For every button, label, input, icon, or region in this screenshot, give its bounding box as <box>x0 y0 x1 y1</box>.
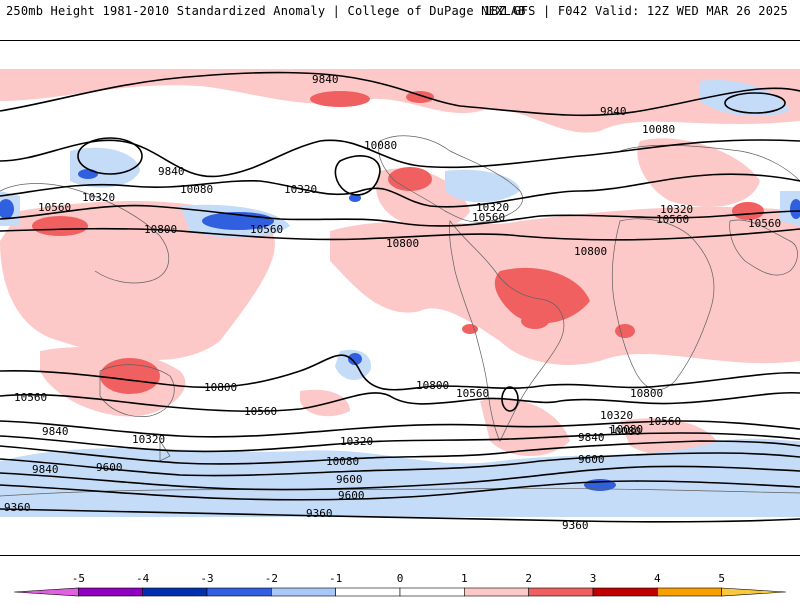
colorbar-tick-label: -2 <box>265 572 278 585</box>
contour-label: 10800 <box>144 223 177 236</box>
contour-label: 10080 <box>642 123 675 136</box>
contour-label: 10320 <box>340 435 373 448</box>
chart-title: 250mb Height 1981-2010 Standardized Anom… <box>6 4 526 18</box>
contour-label: 10560 <box>250 223 283 236</box>
colorbar-swatch <box>528 587 594 597</box>
contour-label: 10560 <box>648 415 681 428</box>
contour-label: 9840 <box>578 431 605 444</box>
colorbar-tick-label: 5 <box>718 572 725 585</box>
contour-label: 10560 <box>244 405 277 418</box>
colorbar-tick-label: 1 <box>461 572 468 585</box>
contour-label: 10560 <box>38 201 71 214</box>
colorbar-swatch <box>399 587 465 597</box>
contour-label: 10800 <box>204 381 237 394</box>
contour-label: 10560 <box>14 391 47 404</box>
contour-label: 10080 <box>608 425 641 438</box>
colorbar-tick-label: 4 <box>654 572 661 585</box>
colorbar-swatch <box>592 587 658 597</box>
colorbar-swatch <box>271 587 336 597</box>
colorbar-tick-label: 0 <box>397 572 404 585</box>
contour-label: 10800 <box>386 237 419 250</box>
colorbar-swatch <box>13 587 79 597</box>
contour-label: 10080 <box>180 183 213 196</box>
contour-label: 9360 <box>562 519 589 532</box>
colorbar-swatch <box>142 587 208 597</box>
colorbar-swatch <box>464 587 529 597</box>
contour-label: 10320 <box>476 201 509 214</box>
contour-label: 9600 <box>338 489 365 502</box>
height-contours <box>0 71 800 523</box>
contour-label: 10320 <box>600 409 633 422</box>
colorbar-swatch <box>657 587 722 597</box>
contour-label: 10560 <box>656 213 689 226</box>
contour-label: 9840 <box>42 425 69 438</box>
contour-label: 9840 <box>32 463 59 476</box>
coastlines <box>0 135 800 497</box>
anomaly-map: 9840 9840 9840 9840 10080 10080 10080 10… <box>0 40 800 556</box>
contour-label: 10560 <box>748 217 781 230</box>
contour-label: 9840 <box>600 105 627 118</box>
contour-label: 10320 <box>82 191 115 204</box>
colorbar-tick-label: -3 <box>200 572 213 585</box>
colorbar-tick-label: -1 <box>329 572 342 585</box>
contour-label: 10080 <box>610 423 643 436</box>
colorbar-swatch <box>721 587 787 597</box>
contour-label: 10560 <box>456 387 489 400</box>
strong-positive-anomaly-areas <box>32 91 764 394</box>
contour-label: 10800 <box>574 245 607 258</box>
contour-label: 9840 <box>158 165 185 178</box>
contour-label: 10800 <box>416 379 449 392</box>
colorbar-tick-label: 3 <box>590 572 597 585</box>
colorbar: -5 -4 -3 -2 -1 0 1 2 3 4 5 <box>0 568 800 600</box>
contour-label: 10320 <box>132 433 165 446</box>
contour-label: 9360 <box>4 501 31 514</box>
contour-label: 10080 <box>326 455 359 468</box>
colorbar-tick-label: 2 <box>525 572 532 585</box>
contour-label: 10320 <box>660 203 693 216</box>
contour-label: 10320 <box>284 183 317 196</box>
contour-label: 10080 <box>364 139 397 152</box>
colorbar-swatch <box>78 587 143 597</box>
contour-label: 9600 <box>578 453 605 466</box>
colorbar-swatch <box>335 587 401 597</box>
colorbar-tick-label: -5 <box>72 572 85 585</box>
contour-label: 9840 <box>312 73 339 86</box>
contour-label: 10560 <box>472 211 505 224</box>
colorbar-tick-label: -4 <box>136 572 150 585</box>
model-run-info: 18Z GFS | F042 Valid: 12Z WED MAR 26 202… <box>483 4 788 18</box>
contour-label: 9600 <box>336 473 363 486</box>
colorbar-swatch <box>206 587 272 597</box>
contour-label: 10800 <box>630 387 663 400</box>
contour-label: 9360 <box>306 507 333 520</box>
contour-labels: 9840 9840 9840 9840 10080 10080 10080 10… <box>4 73 781 532</box>
contour-label: 9600 <box>96 461 123 474</box>
